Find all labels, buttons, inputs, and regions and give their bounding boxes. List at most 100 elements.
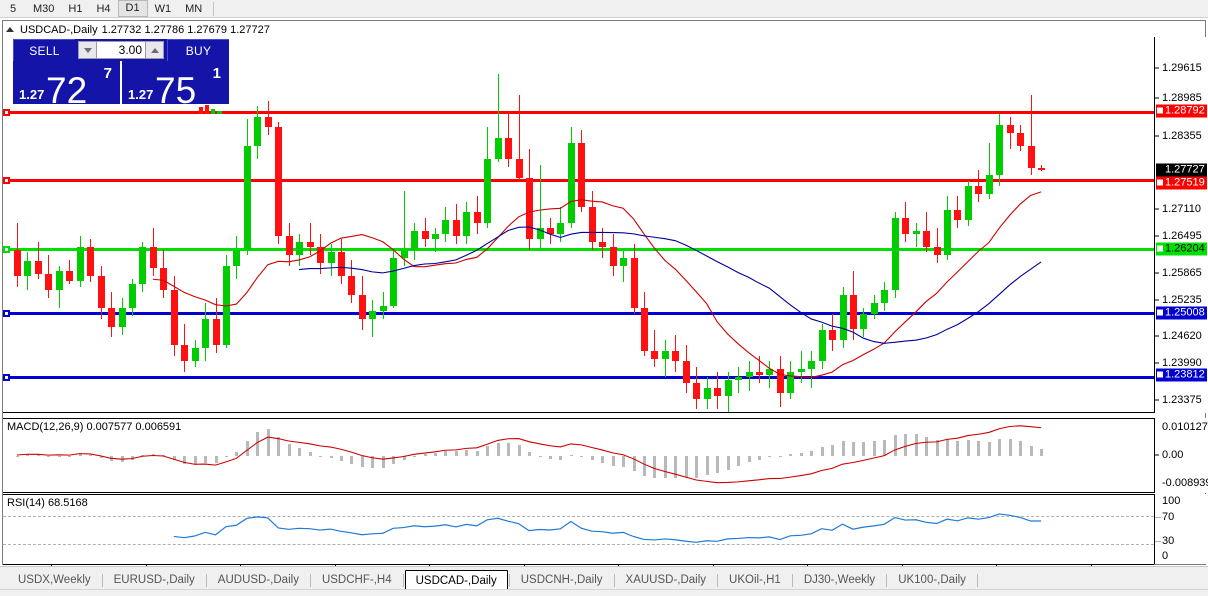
chart-symbol-period: USDCAD-,Daily — [20, 23, 98, 36]
candle-body — [840, 294, 847, 341]
scale-tick-mark — [1155, 454, 1159, 456]
macd-histogram-bar — [173, 456, 176, 461]
candle-wick — [665, 340, 666, 378]
moving-average-line — [152, 191, 1042, 378]
price-scale[interactable]: 1.29615 1.28985 1.28355 1.27110 1.26495 1.258… — [1154, 37, 1207, 434]
price-level-line[interactable] — [3, 246, 1154, 254]
macd-scale-tick-label: -0.008939 — [1162, 477, 1208, 489]
macd-histogram-bar — [256, 432, 259, 456]
chart-tab-eurusd-daily[interactable]: EURUSD-,Daily — [113, 574, 195, 586]
rsi-scale: 100 70 30 0 — [1154, 494, 1207, 564]
candle-body — [683, 361, 690, 383]
timeframe-button-m30[interactable]: M30 — [33, 2, 55, 15]
sell-price-display[interactable]: 1.27 72 7 — [13, 61, 120, 104]
buy-button[interactable]: BUY — [167, 39, 229, 61]
macd-histogram-bar — [873, 441, 876, 456]
candle-body — [495, 137, 502, 160]
macd-histogram-bar — [47, 456, 50, 457]
one-click-trading-panel[interactable]: SELL 3.00 BUY 1.27 72 7 1.27 75 1 — [13, 39, 229, 104]
macd-histogram-bar — [26, 454, 29, 456]
bear-candle-glyph — [205, 105, 209, 114]
timeframe-button-mn[interactable]: MN — [185, 2, 203, 15]
scale-tick-mark — [1155, 208, 1159, 210]
sell-price-superscript: 7 — [103, 65, 112, 82]
current-price-label[interactable]: 1.27727 — [1156, 163, 1207, 177]
macd-pane[interactable]: MACD(12,26,9) 0.007577 0.006591 — [3, 418, 1154, 493]
level-price-label[interactable]: 1.27519 — [1156, 176, 1207, 190]
sell-button[interactable]: SELL — [13, 39, 75, 61]
chart-tab-usdx-weekly[interactable]: USDX,Weekly — [18, 574, 91, 586]
collapse-triangle-icon[interactable] — [6, 27, 14, 32]
timeframe-button-d1[interactable]: D1 — [117, 0, 148, 17]
level-line-handle[interactable] — [3, 108, 10, 116]
chart-tab-usdcnh-daily[interactable]: USDCNH-,Daily — [520, 574, 603, 586]
level-line-handle[interactable] — [3, 246, 10, 254]
chart-tab-audusd-daily[interactable]: AUDUSD-,Daily — [217, 574, 299, 586]
chart-window[interactable]: USDCAD-,Daily 1.27732 1.27786 1.27679 1.… — [2, 20, 1208, 581]
price-scale-tick-label: 1.23375 — [1162, 394, 1202, 406]
candle-body — [1038, 168, 1045, 171]
candle-body — [286, 236, 293, 255]
candle-body — [589, 207, 596, 242]
level-price-label[interactable]: 1.26204 — [1156, 242, 1207, 256]
rsi-plot-area[interactable] — [3, 495, 1154, 564]
candle-wick — [623, 249, 624, 282]
macd-histogram-bar — [246, 440, 249, 456]
candle-wick — [1031, 95, 1032, 176]
candle-body — [704, 388, 711, 399]
chart-tab-ukoil-h1[interactable]: UKOil-,H1 — [729, 574, 781, 586]
status-bar — [0, 589, 1208, 596]
scale-tick-mark — [1155, 235, 1159, 237]
candle-body — [296, 241, 303, 255]
timeframe-button-h4[interactable]: H4 — [96, 2, 111, 15]
price-plot-area[interactable] — [3, 37, 1154, 412]
candle-body — [233, 249, 240, 266]
macd-histogram-bar — [507, 442, 510, 456]
candle-body — [641, 308, 648, 351]
level-label-handle[interactable] — [1157, 371, 1163, 378]
macd-histogram-bar — [68, 456, 71, 457]
candle-wick — [1010, 116, 1011, 149]
timeframe-button-w1[interactable]: W1 — [154, 2, 172, 15]
level-price-value: 1.25008 — [1165, 306, 1205, 319]
macd-histogram-bar — [779, 456, 782, 457]
price-level-line[interactable] — [3, 373, 1154, 381]
chart-tab-usdchf-h4[interactable]: USDCHF-,H4 — [321, 574, 392, 586]
rsi-pane[interactable]: RSI(14) 68.5168 — [3, 494, 1154, 564]
macd-histogram-bar — [664, 456, 667, 479]
level-price-label[interactable]: 1.23812 — [1156, 368, 1207, 382]
level-label-handle[interactable] — [1157, 179, 1163, 186]
macd-plot-area[interactable] — [3, 419, 1154, 492]
volume-input[interactable]: 3.00 — [97, 41, 145, 59]
level-line-handle[interactable] — [3, 176, 10, 184]
timeframe-button-h1[interactable]: H1 — [68, 2, 83, 15]
candle-body — [24, 261, 31, 277]
rsi-overlay — [173, 513, 1042, 543]
buy-price-display[interactable]: 1.27 75 1 — [122, 61, 229, 104]
level-line-handle[interactable] — [3, 310, 10, 318]
macd-histogram-bar — [403, 456, 406, 460]
level-line-handle[interactable] — [3, 373, 10, 381]
price-level-line[interactable] — [3, 310, 1154, 318]
macd-histogram-bar — [883, 440, 886, 456]
trade-panel-top-row: SELL 3.00 BUY — [13, 39, 229, 61]
level-label-handle[interactable] — [1157, 309, 1163, 316]
volume-decrement-button[interactable] — [78, 41, 97, 59]
price-level-line[interactable] — [3, 108, 1154, 116]
candle-body — [975, 185, 982, 194]
chart-tab-uk100-daily[interactable]: UK100-,Daily — [898, 574, 966, 586]
chart-tab-xauusd-daily[interactable]: XAUUSD-,Daily — [625, 574, 707, 586]
volume-increment-button[interactable] — [145, 41, 164, 59]
level-price-label[interactable]: 1.28792 — [1156, 104, 1207, 118]
candle-body — [1028, 145, 1035, 169]
level-label-handle[interactable] — [1157, 107, 1163, 114]
level-label-handle[interactable] — [1157, 245, 1163, 252]
chart-tab-dj30-weekly[interactable]: DJ30-,Weekly — [803, 574, 876, 586]
volume-stepper[interactable]: 3.00 — [75, 39, 167, 61]
scale-tick-mark — [1155, 272, 1159, 274]
level-price-label[interactable]: 1.25008 — [1156, 306, 1207, 320]
macd-histogram-bar — [434, 452, 437, 456]
candle-wick — [738, 366, 739, 394]
candle-body — [860, 313, 867, 330]
timeframe-button-5[interactable]: 5 — [9, 2, 17, 15]
